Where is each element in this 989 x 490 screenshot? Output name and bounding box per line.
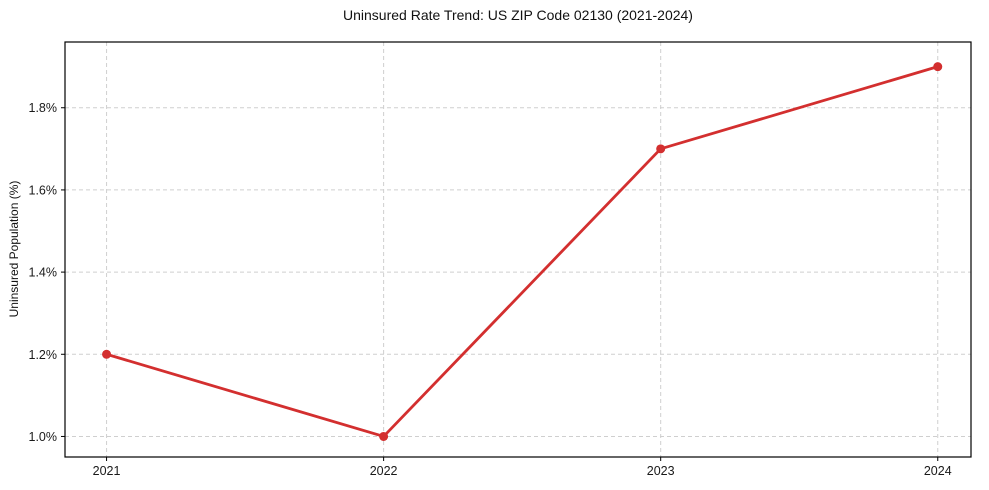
y-tick-label: 1.0% (29, 430, 58, 444)
x-tick-label: 2021 (93, 464, 121, 478)
y-tick-label: 1.2% (29, 348, 58, 362)
data-point-marker (656, 144, 666, 154)
data-point-marker (102, 349, 112, 359)
y-tick-label: 1.8% (29, 101, 58, 115)
data-point-marker (933, 62, 943, 72)
x-tick-label: 2023 (647, 464, 675, 478)
data-point-marker (379, 431, 389, 441)
x-tick-label: 2024 (924, 464, 952, 478)
chart-title: Uninsured Rate Trend: US ZIP Code 02130 … (343, 7, 693, 23)
trend-line (105, 65, 940, 438)
x-tick-label: 2022 (370, 464, 398, 478)
plot-border (64, 41, 972, 458)
y-tick-label: 1.4% (29, 266, 58, 280)
y-tick-label: 1.6% (29, 183, 58, 197)
